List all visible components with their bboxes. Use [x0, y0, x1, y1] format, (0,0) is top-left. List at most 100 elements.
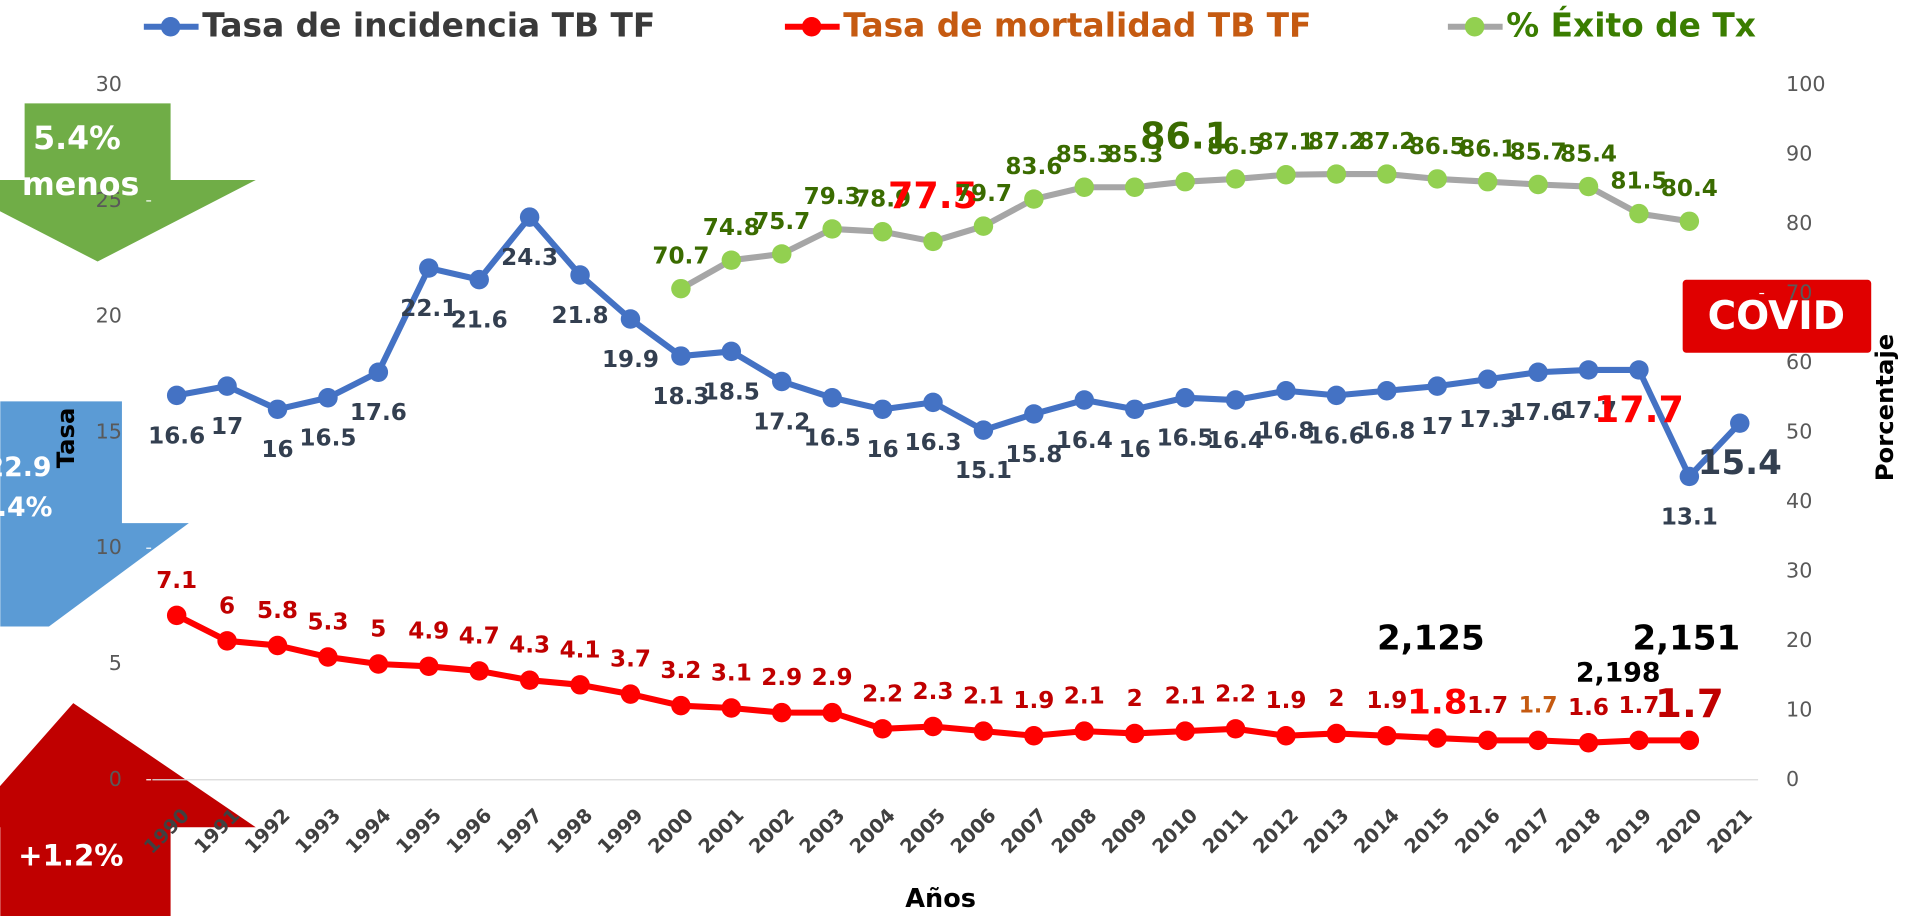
annotation: menos — [22, 167, 139, 203]
y2-tick-label: 20 — [1786, 628, 1812, 652]
y2-tick-label: 90 — [1786, 142, 1812, 166]
data-point — [772, 702, 792, 723]
data-point — [1528, 730, 1548, 751]
data-point — [1427, 376, 1447, 396]
legend-marker — [160, 17, 181, 37]
arrow-up — [0, 703, 256, 916]
data-point — [519, 207, 540, 227]
x-tick-label: 1997 — [492, 804, 547, 859]
annotation: 22.9 — [0, 452, 52, 483]
data-label: 21.6 — [451, 308, 508, 334]
x-tick-label: 2019 — [1602, 804, 1657, 859]
data-point — [1477, 730, 1498, 751]
data-point — [469, 661, 489, 681]
data-label: 16.6 — [1308, 423, 1365, 449]
data-point — [1276, 381, 1296, 401]
data-label: 5.8 — [257, 598, 298, 624]
data-point — [1225, 390, 1246, 410]
y2-tick-label: 50 — [1786, 419, 1812, 443]
data-point — [1074, 390, 1095, 410]
covid-box — [1682, 279, 1872, 353]
y2-axis-label: Porcentaje — [1870, 334, 1899, 482]
data-label: 1.9 — [1366, 688, 1407, 714]
data-label: 7.1 — [156, 568, 197, 594]
x-tick-label: 1993 — [291, 804, 346, 859]
y2-tick-label: 0 — [1786, 767, 1799, 791]
data-label: 79.7 — [955, 181, 1012, 207]
data-point — [1528, 174, 1548, 195]
data-point — [1175, 387, 1195, 408]
data-point — [217, 631, 237, 651]
data-label: 5.3 — [307, 609, 348, 635]
legend-item: % Éxito de Tx — [1447, 4, 1756, 44]
legend-label: Tasa de incidencia TB TF — [202, 6, 655, 44]
data-point — [973, 721, 994, 741]
data-point — [973, 216, 994, 236]
data-point — [217, 376, 237, 396]
data-point — [1175, 171, 1195, 192]
data-label: 2 — [1328, 686, 1344, 712]
data-label: 87.2 — [1308, 129, 1365, 155]
data-label: 1.7 — [1618, 693, 1659, 719]
data-label: 86.5 — [1409, 134, 1466, 160]
data-point — [1477, 171, 1498, 192]
x-tick-label: 1996 — [442, 804, 497, 859]
data-label: 16.8 — [1257, 419, 1314, 445]
x-tick-label: 2013 — [1299, 804, 1354, 859]
data-label: 81.5 — [1610, 169, 1667, 195]
data-label: 2.1 — [1064, 684, 1105, 710]
data-label: 4.1 — [560, 637, 601, 663]
data-point — [1024, 726, 1044, 746]
y-tick-label: 25 — [96, 188, 122, 212]
data-point — [1124, 399, 1145, 420]
x-tick-label: 2012 — [1249, 804, 1304, 859]
x-tick-label: 2007 — [996, 804, 1051, 859]
data-point — [166, 605, 187, 626]
data-label: 87.2 — [1358, 129, 1415, 155]
data-point — [822, 219, 842, 239]
x-tick-label: 2015 — [1400, 804, 1455, 859]
data-label: 16.3 — [905, 430, 962, 456]
data-label: 1.7 — [1655, 682, 1724, 727]
data-point — [772, 371, 792, 392]
data-point — [519, 670, 540, 690]
legend-label: % Éxito de Tx — [1506, 4, 1756, 44]
data-label: 87.1 — [1257, 130, 1314, 156]
data-label: 24.3 — [501, 245, 558, 271]
legend-marker — [801, 17, 822, 37]
data-point — [1124, 177, 1145, 197]
y-tick-label: 5 — [109, 651, 122, 675]
annotation: 2,125 — [1377, 618, 1485, 658]
y-tick-label: 30 — [96, 72, 122, 96]
x-tick-label: 1999 — [593, 804, 648, 859]
data-point — [721, 698, 742, 718]
data-point — [872, 221, 893, 242]
data-point — [1730, 413, 1750, 433]
data-label: 1.7 — [1467, 693, 1508, 719]
data-label: 3.7 — [610, 647, 651, 673]
data-point — [1679, 730, 1700, 751]
x-tick-label: 2005 — [896, 804, 951, 859]
data-label: 17.6 — [1510, 400, 1567, 426]
y-axis-label: Tasa — [51, 408, 80, 469]
data-label: 86.1 — [1140, 114, 1230, 157]
data-point — [923, 231, 943, 252]
data-point — [872, 399, 893, 420]
data-label: 2 — [1127, 686, 1143, 712]
data-point — [923, 716, 943, 737]
data-point — [923, 392, 943, 413]
data-point — [318, 647, 338, 667]
data-label: 16.4 — [1207, 428, 1264, 454]
data-label: 13.1 — [1661, 504, 1718, 530]
data-point — [671, 695, 691, 716]
data-point — [872, 719, 893, 739]
data-label: 17 — [211, 414, 243, 440]
data-label: 3.1 — [711, 660, 752, 686]
data-point — [1024, 404, 1044, 424]
x-tick-label: 2004 — [845, 804, 900, 859]
y2-tick-label: 30 — [1786, 558, 1812, 582]
legend-item: Tasa de incidencia TB TF — [143, 6, 655, 44]
data-point — [1377, 164, 1397, 184]
data-label: 83.6 — [1005, 154, 1062, 180]
x-tick-label: 2020 — [1652, 804, 1707, 859]
